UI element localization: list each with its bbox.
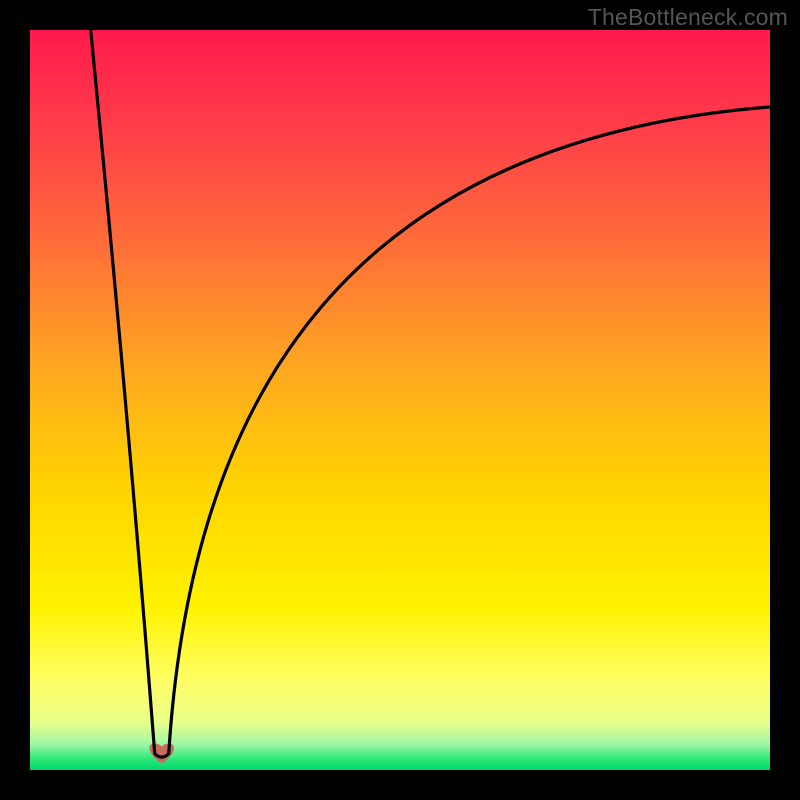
chart-stage: TheBottleneck.com [0,0,800,800]
plot-background [30,30,770,770]
watermark-text: TheBottleneck.com [588,4,788,31]
chart-svg [0,0,800,800]
